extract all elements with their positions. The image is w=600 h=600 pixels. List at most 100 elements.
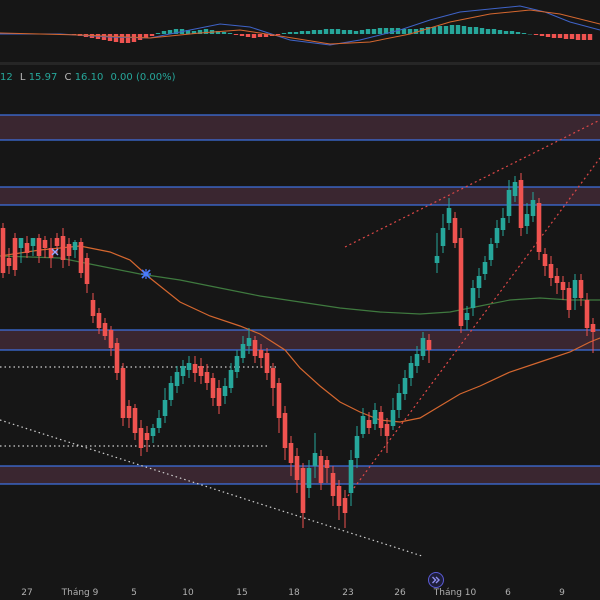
macd-histogram-bar <box>167 30 173 34</box>
candle-body <box>440 228 446 246</box>
candle-body <box>426 340 432 350</box>
macd-histogram-bar <box>287 32 293 34</box>
candle-body <box>78 242 84 273</box>
candle-body <box>434 256 440 263</box>
candle-body <box>240 344 246 358</box>
candle-body <box>252 340 258 356</box>
macd-histogram-bar <box>173 29 179 34</box>
macd-histogram-bar <box>125 34 131 43</box>
time-tick: 15 <box>236 588 248 598</box>
candle-body <box>60 236 66 260</box>
candle-body <box>198 366 204 376</box>
candle-body <box>84 258 90 284</box>
candle-body <box>204 372 210 383</box>
candle-body <box>126 406 132 418</box>
time-tick: 5 <box>131 588 137 598</box>
candle-body <box>318 456 324 483</box>
ohlc-close-value: 16.10 <box>74 72 104 83</box>
macd-histogram-bar <box>293 32 299 34</box>
macd-histogram-bar <box>413 29 419 34</box>
candle-body <box>12 238 18 270</box>
candle-body <box>234 356 240 372</box>
macd-histogram-bar <box>461 26 467 34</box>
candle-body <box>500 218 506 230</box>
macd-histogram-bar <box>503 31 509 34</box>
candle-body <box>54 238 60 246</box>
scroll-to-realtime-button[interactable] <box>428 572 444 588</box>
macd-histogram-bar <box>365 29 371 34</box>
candle-body <box>530 200 536 216</box>
macd-histogram-bar <box>533 34 539 35</box>
ohlc-low-value: 15.97 <box>28 72 58 83</box>
macd-histogram-bar <box>161 31 167 34</box>
double-chevron-right-icon <box>432 576 440 584</box>
macd-histogram-bar <box>521 33 527 34</box>
candle-body <box>282 413 288 448</box>
macd-histogram-bar <box>467 27 473 34</box>
candle-body <box>96 313 102 328</box>
macd-histogram-bar <box>233 34 239 35</box>
time-tick: 9 <box>559 588 565 598</box>
macd-histogram-bar <box>545 34 551 37</box>
macd-histogram-bar <box>203 29 209 34</box>
candle-body <box>408 363 414 378</box>
candle-body <box>120 368 126 418</box>
macd-histogram-bar <box>221 32 227 34</box>
macd-histogram-chart <box>0 5 600 46</box>
candle-body <box>330 473 336 496</box>
candle-body <box>18 238 24 248</box>
candle-body <box>366 420 372 428</box>
macd-histogram-bar <box>485 29 491 34</box>
candle-body <box>390 410 396 426</box>
candle-body <box>66 244 72 256</box>
macd-histogram-bar <box>359 30 365 34</box>
candle-body <box>494 228 500 243</box>
macd-histogram-bar <box>239 34 245 36</box>
macd-histogram-bar <box>113 34 119 42</box>
candle-body <box>210 378 216 398</box>
candle-body <box>518 180 524 228</box>
candle-body <box>168 383 174 400</box>
candle-body <box>336 486 342 506</box>
candle-body <box>192 364 198 373</box>
macd-histogram-bar <box>563 34 569 39</box>
candle-body <box>90 300 96 316</box>
macd-histogram-bar <box>377 28 383 34</box>
candle-body <box>548 264 554 278</box>
macd-histogram-bar <box>335 29 341 34</box>
candle-body <box>36 238 42 256</box>
macd-histogram-bar <box>149 34 155 36</box>
candle-body <box>270 368 276 388</box>
candle-body <box>72 242 78 250</box>
time-tick: Tháng 10 <box>433 588 477 598</box>
macd-histogram-bar <box>371 29 377 34</box>
candle-body <box>590 324 596 332</box>
time-axis[interactable]: 27 Tháng 9 5 10 15 18 23 26 Tháng 10 6 9 <box>0 588 600 600</box>
price-chart-pane[interactable] <box>0 88 600 592</box>
macd-histogram-bar <box>389 28 395 34</box>
pane-separator[interactable] <box>0 62 600 65</box>
macd-histogram-bar <box>515 32 521 34</box>
candle-body <box>312 453 318 466</box>
candle-body <box>114 343 120 373</box>
candle-body <box>360 416 366 434</box>
candle-body <box>24 243 30 253</box>
macd-signal-line <box>0 9 600 45</box>
time-tick: 27 <box>21 588 33 598</box>
candle-body <box>186 363 192 370</box>
ohlc-change-value: 0.00 (0.00%) <box>110 72 176 83</box>
candle-body <box>402 378 408 394</box>
support-zone-mid-fill <box>0 330 600 350</box>
candle-body <box>174 372 180 386</box>
price-candlestick-chart <box>0 114 600 557</box>
macd-histogram-bar <box>281 33 287 34</box>
candle-body <box>246 338 252 346</box>
candle-body <box>324 460 330 468</box>
candle-body <box>464 313 470 320</box>
macd-histogram-bar <box>329 29 335 34</box>
candle-body <box>354 436 360 458</box>
macd-histogram-bar <box>491 29 497 34</box>
candle-body <box>108 330 114 348</box>
macd-indicator-pane[interactable] <box>0 0 600 62</box>
macd-histogram-bar <box>581 34 587 40</box>
